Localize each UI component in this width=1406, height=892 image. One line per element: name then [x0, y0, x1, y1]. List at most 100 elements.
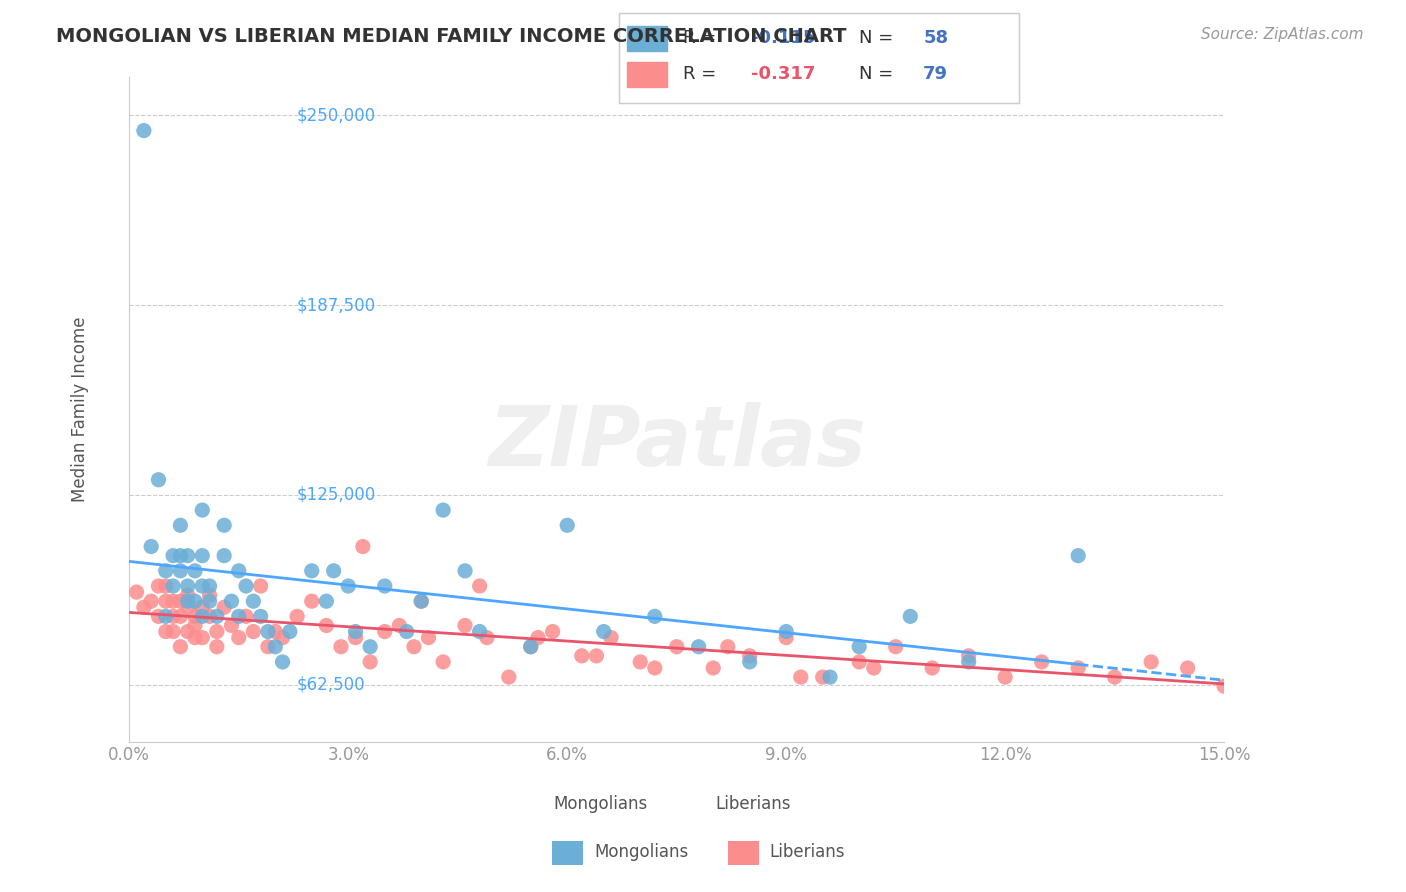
Point [688, 640, 710, 654]
Point [249, 579, 271, 593]
Point [205, 609, 228, 624]
Text: Mongolians: Mongolians [593, 843, 689, 861]
Point [176, 600, 198, 615]
Text: 58: 58 [924, 29, 948, 47]
Text: ZIPatlas: ZIPatlas [488, 402, 866, 483]
Point [184, 564, 207, 578]
Text: -0.317: -0.317 [751, 65, 815, 83]
Point [176, 594, 198, 608]
Point [432, 655, 454, 669]
Point [228, 609, 250, 624]
Point [359, 640, 381, 654]
Point [191, 600, 214, 615]
Point [374, 624, 396, 639]
Text: Median Family Income: Median Family Income [72, 317, 89, 502]
Point [344, 631, 367, 645]
Point [169, 564, 191, 578]
Point [717, 640, 740, 654]
Text: Source: ZipAtlas.com: Source: ZipAtlas.com [1201, 27, 1364, 42]
Point [315, 594, 337, 608]
Point [205, 640, 228, 654]
Point [184, 594, 207, 608]
Point [228, 564, 250, 578]
Point [301, 564, 323, 578]
Point [148, 473, 170, 487]
Point [191, 579, 214, 593]
Point [468, 579, 491, 593]
Point [264, 640, 287, 654]
Point [184, 609, 207, 624]
FancyBboxPatch shape [627, 26, 666, 51]
Point [957, 648, 980, 663]
Point [454, 618, 477, 632]
Point [411, 594, 433, 608]
Point [141, 540, 163, 554]
Point [359, 655, 381, 669]
Point [811, 670, 834, 684]
Text: $62,500: $62,500 [297, 675, 366, 694]
Point [628, 655, 651, 669]
Point [571, 648, 593, 663]
Point [519, 640, 541, 654]
Point [519, 640, 541, 654]
Point [1031, 655, 1053, 669]
Point [921, 661, 943, 675]
Point [125, 585, 148, 599]
Point [148, 579, 170, 593]
Text: $187,500: $187,500 [297, 296, 375, 314]
Point [271, 655, 294, 669]
Point [432, 503, 454, 517]
Point [994, 670, 1017, 684]
Text: N =: N = [859, 29, 898, 47]
Point [132, 123, 155, 137]
Point [344, 624, 367, 639]
Point [162, 624, 184, 639]
Point [162, 549, 184, 563]
Point [257, 624, 280, 639]
Point [155, 624, 177, 639]
Point [155, 594, 177, 608]
Point [191, 503, 214, 517]
Point [155, 579, 177, 593]
Point [395, 624, 418, 639]
Point [169, 518, 191, 533]
Point [278, 624, 301, 639]
Point [468, 624, 491, 639]
Point [162, 594, 184, 608]
Point [411, 594, 433, 608]
Point [585, 648, 607, 663]
Point [191, 609, 214, 624]
FancyBboxPatch shape [728, 840, 759, 865]
Point [337, 579, 360, 593]
Point [301, 594, 323, 608]
Point [148, 609, 170, 624]
Point [169, 609, 191, 624]
Point [221, 594, 243, 608]
Text: N =: N = [859, 65, 898, 83]
Point [592, 624, 614, 639]
Point [155, 609, 177, 624]
Point [228, 631, 250, 645]
Point [1067, 661, 1090, 675]
Point [176, 588, 198, 602]
Text: Mongolians: Mongolians [553, 795, 647, 813]
Text: Liberians: Liberians [716, 795, 792, 813]
Point [738, 655, 761, 669]
Point [775, 624, 797, 639]
Point [402, 640, 425, 654]
Point [242, 594, 264, 608]
Point [898, 609, 921, 624]
Point [818, 670, 841, 684]
Point [169, 594, 191, 608]
Point [264, 624, 287, 639]
Point [242, 624, 264, 639]
Point [600, 631, 623, 645]
Point [271, 631, 294, 645]
Text: Liberians: Liberians [770, 843, 845, 861]
Point [644, 609, 666, 624]
Point [862, 661, 884, 675]
Point [212, 549, 235, 563]
Point [790, 670, 813, 684]
Point [884, 640, 907, 654]
Point [475, 631, 498, 645]
